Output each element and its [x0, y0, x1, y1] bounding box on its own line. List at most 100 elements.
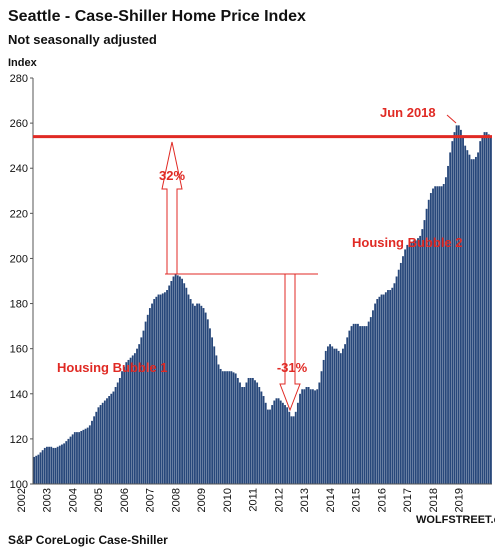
- bar: [266, 409, 269, 484]
- bar: [481, 136, 484, 484]
- y-tick-label: 240: [10, 163, 28, 175]
- bar: [181, 278, 183, 484]
- bar: [442, 184, 445, 484]
- bar: [301, 389, 304, 484]
- bar: [432, 188, 434, 484]
- bar: [457, 125, 460, 484]
- bar: [331, 346, 334, 484]
- bar: [348, 330, 351, 484]
- bar: [133, 353, 136, 484]
- bar: [363, 326, 366, 484]
- bar: [148, 308, 151, 484]
- x-tick-label: 2018: [428, 488, 440, 512]
- x-tick-label: 2006: [119, 488, 131, 512]
- bar: [78, 432, 81, 484]
- bar: [357, 323, 359, 484]
- bar: [311, 389, 314, 484]
- bar: [256, 382, 259, 484]
- x-tick-label: 2007: [145, 488, 157, 512]
- bar: [309, 389, 312, 484]
- bar: [161, 293, 164, 484]
- bar: [198, 303, 201, 484]
- bar: [408, 244, 411, 484]
- bar: [241, 387, 244, 484]
- bar: [275, 398, 278, 484]
- bar: [86, 427, 89, 484]
- bar: [206, 319, 209, 484]
- bar: [213, 346, 216, 484]
- annotation: 32%: [159, 168, 185, 183]
- y-tick-label: 140: [10, 389, 28, 401]
- bar: [140, 337, 143, 484]
- bar: [440, 186, 443, 484]
- y-tick-label: 260: [10, 118, 28, 130]
- bar: [369, 317, 372, 484]
- bar: [187, 294, 190, 484]
- bar: [294, 411, 297, 484]
- bar: [303, 389, 306, 484]
- leader-line: [446, 114, 457, 124]
- y-tick-label: 180: [10, 299, 28, 311]
- bar: [346, 337, 349, 484]
- bar: [183, 283, 186, 484]
- bar: [352, 323, 355, 484]
- bar: [65, 441, 68, 484]
- bar: [200, 305, 203, 484]
- x-tick-label: 2019: [454, 488, 466, 512]
- bar: [380, 294, 383, 484]
- x-tick-label: 2004: [67, 488, 79, 512]
- bar: [339, 353, 342, 484]
- bar: [421, 229, 424, 484]
- bar: [320, 371, 323, 484]
- bar: [365, 326, 368, 484]
- bar: [123, 366, 126, 484]
- bar: [174, 274, 177, 484]
- bar: [136, 348, 138, 484]
- bar: [264, 402, 267, 484]
- bar: [271, 405, 274, 484]
- bar: [144, 321, 147, 484]
- bar: [412, 240, 415, 484]
- bar: [228, 371, 231, 484]
- bar: [468, 154, 471, 484]
- bar: [63, 443, 66, 484]
- y-tick-label: 120: [10, 434, 28, 446]
- bar: [372, 310, 374, 484]
- x-tick-label: 2003: [42, 488, 54, 512]
- x-tick-label: 2005: [93, 488, 105, 512]
- bar: [464, 145, 467, 484]
- x-tick-label: 2013: [299, 488, 311, 512]
- bar: [230, 371, 233, 484]
- bar: [490, 136, 492, 484]
- bar: [108, 396, 111, 484]
- plot-area: 100 120 140 160 180 200 220 240 260 280 2002 2003 20…: [10, 73, 492, 512]
- bar: [434, 186, 437, 484]
- bar: [455, 125, 458, 484]
- bar: [101, 402, 104, 484]
- bar: [395, 276, 398, 484]
- bar: [106, 398, 108, 484]
- bar: [470, 159, 473, 484]
- bar: [288, 411, 291, 484]
- x-tick-label: 2008: [170, 488, 182, 512]
- bar: [245, 382, 248, 484]
- bar: [61, 444, 63, 484]
- x-tick-label: 2016: [376, 488, 388, 512]
- bar: [142, 330, 145, 484]
- bar: [202, 308, 205, 484]
- bar: [429, 193, 432, 485]
- bar: [170, 281, 173, 484]
- x-tick-label: 2010: [222, 488, 234, 512]
- bar: [258, 387, 261, 484]
- up-arrow: [161, 141, 183, 274]
- bar: [316, 389, 319, 484]
- bar: [438, 186, 441, 484]
- bar: [209, 328, 211, 484]
- bar: [322, 359, 325, 484]
- arrows: [161, 114, 457, 412]
- bar: [436, 186, 439, 484]
- bar: [131, 355, 134, 484]
- bar: [71, 434, 74, 484]
- down-arrow: [279, 274, 301, 412]
